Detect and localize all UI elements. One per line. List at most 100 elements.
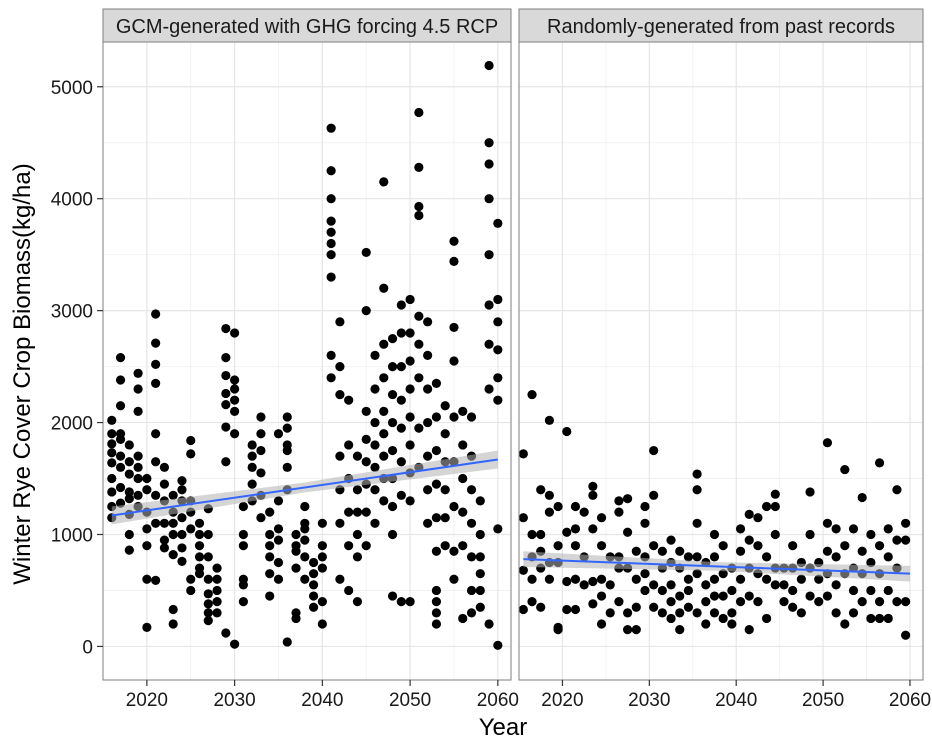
data-point — [484, 250, 494, 260]
data-point — [396, 328, 406, 338]
data-point — [770, 580, 780, 590]
data-point — [683, 602, 694, 612]
data-point — [405, 384, 415, 394]
data-point — [840, 464, 850, 475]
facet-strip — [102, 8, 512, 43]
data-point — [493, 395, 503, 405]
data-point — [282, 423, 292, 433]
data-point — [282, 412, 292, 422]
data-point — [405, 440, 415, 450]
data-point — [449, 574, 459, 584]
data-point — [701, 580, 711, 590]
data-point — [431, 378, 442, 388]
data-point — [335, 574, 345, 584]
data-point — [186, 524, 196, 534]
data-point — [291, 529, 301, 540]
data-point — [484, 138, 494, 148]
data-point — [493, 218, 503, 228]
data-point — [718, 541, 728, 551]
data-point — [203, 616, 213, 626]
data-point — [203, 608, 213, 618]
data-point — [247, 440, 257, 450]
data-point — [431, 585, 442, 596]
data-point — [518, 565, 528, 575]
data-point — [326, 123, 336, 133]
data-point — [352, 507, 363, 517]
data-point — [744, 591, 754, 601]
data-point — [675, 625, 685, 635]
data-point — [186, 449, 196, 459]
data-point — [431, 608, 442, 618]
data-point — [536, 485, 546, 495]
data-point — [115, 462, 126, 472]
data-point — [107, 429, 117, 439]
data-point — [562, 426, 572, 437]
y-tick-label: 5000 — [51, 78, 93, 99]
data-point — [475, 602, 485, 612]
data-point — [484, 384, 494, 394]
data-point — [221, 400, 231, 410]
data-point — [405, 597, 415, 607]
data-point — [230, 375, 240, 385]
data-point — [361, 406, 371, 416]
data-point — [822, 591, 833, 601]
data-point — [203, 589, 213, 599]
data-point — [326, 373, 336, 383]
y-tick-label: 2000 — [51, 414, 93, 435]
data-point — [666, 613, 676, 624]
data-point — [544, 507, 555, 517]
data-point — [475, 585, 485, 596]
data-point — [230, 384, 240, 394]
data-point — [256, 429, 266, 439]
data-point — [194, 541, 205, 551]
x-tick-label: 2060 — [889, 690, 931, 711]
data-point — [273, 429, 284, 439]
data-point — [256, 445, 266, 456]
data-point — [874, 458, 885, 468]
data-point — [387, 389, 398, 400]
data-point — [414, 373, 424, 383]
data-point — [151, 309, 161, 319]
data-point — [484, 300, 494, 310]
data-point — [352, 451, 363, 461]
data-point — [387, 445, 398, 456]
data-point — [883, 613, 893, 624]
data-point — [579, 507, 589, 517]
data-point — [692, 569, 702, 579]
data-point — [308, 580, 319, 590]
data-point — [692, 518, 702, 528]
data-point — [230, 639, 240, 649]
data-point — [317, 518, 327, 528]
data-point — [892, 535, 902, 545]
data-point — [570, 524, 581, 534]
data-point — [238, 541, 248, 551]
x-tick-label: 2050 — [389, 690, 431, 711]
data-point — [396, 490, 406, 500]
data-point — [300, 524, 310, 534]
data-point — [124, 440, 134, 450]
data-point — [142, 541, 152, 551]
data-point — [133, 368, 143, 378]
chart-panels: GCM-generated with GHG forcing 4.5 RCP 20… — [51, 8, 931, 711]
data-point — [335, 518, 345, 528]
data-point — [562, 527, 572, 537]
data-point — [308, 557, 319, 568]
data-point — [396, 361, 406, 372]
data-point — [588, 524, 598, 534]
data-point — [866, 585, 876, 596]
data-point — [186, 585, 196, 596]
data-point — [317, 563, 327, 573]
trend-line — [111, 458, 498, 517]
facet-strip-label: Randomly-generated from past records — [547, 16, 895, 38]
data-point — [221, 422, 231, 432]
data-point — [527, 529, 537, 540]
data-point — [326, 166, 336, 176]
data-point — [115, 429, 126, 439]
data-point — [553, 622, 563, 632]
data-point — [326, 227, 336, 237]
data-point — [370, 462, 380, 472]
data-point — [124, 457, 134, 467]
data-point — [623, 494, 633, 504]
data-point — [335, 451, 345, 461]
data-point — [588, 599, 598, 609]
